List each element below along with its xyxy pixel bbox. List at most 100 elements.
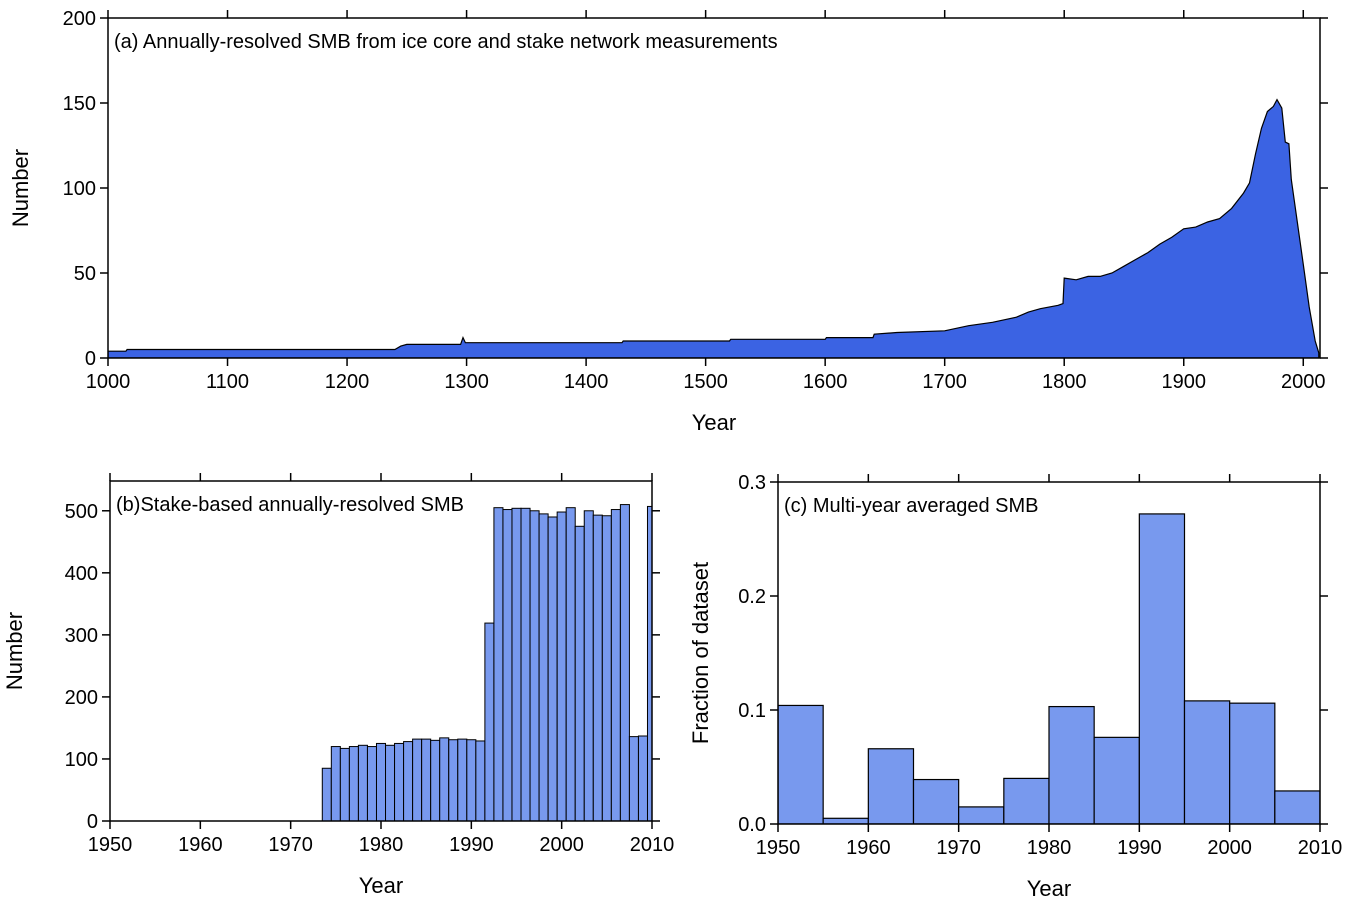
x-tick-label: 1970 xyxy=(268,834,313,856)
x-tick-label: 1800 xyxy=(1042,371,1087,393)
x-tick-label: 2010 xyxy=(1298,837,1343,859)
bar xyxy=(448,739,459,821)
bar xyxy=(646,505,652,821)
plot xyxy=(108,98,1320,358)
y-tick-label: 0.2 xyxy=(738,586,766,608)
bar xyxy=(430,739,441,821)
bar xyxy=(403,741,414,821)
bar xyxy=(1138,513,1186,824)
bar xyxy=(1274,790,1320,824)
bar xyxy=(412,738,423,821)
bar xyxy=(1183,700,1231,824)
bar xyxy=(466,739,477,821)
x-tick-label: 1300 xyxy=(444,371,489,393)
y-tick-label: 0.1 xyxy=(738,700,766,722)
x-tick-label: 2010 xyxy=(630,834,675,856)
bar xyxy=(375,742,387,821)
x-tick-label: 1980 xyxy=(1027,837,1072,859)
bar xyxy=(822,817,869,824)
bar xyxy=(339,747,350,821)
bar xyxy=(457,738,468,821)
y-tick-label: 400 xyxy=(65,563,98,585)
bar xyxy=(366,746,377,821)
panel: 1950 1960 1970 1980 1990 2000 2010 0 100 200 300 40… xyxy=(2,473,674,898)
y-tick-label: 100 xyxy=(63,178,96,200)
bar xyxy=(637,735,648,821)
bar xyxy=(484,622,495,821)
y-tick-label: 300 xyxy=(65,625,98,647)
bar xyxy=(556,511,567,821)
panel-title: (a) Annually-resolved SMB from ice core … xyxy=(114,31,778,53)
x-tick-label: 1900 xyxy=(1161,371,1206,393)
bar xyxy=(348,746,359,821)
x-tick-label: 1400 xyxy=(564,371,609,393)
x-axis-label: Year xyxy=(359,873,403,898)
bar xyxy=(1093,736,1140,824)
bar xyxy=(610,509,621,821)
x-tick-label: 1950 xyxy=(756,837,801,859)
bar xyxy=(583,510,594,821)
bar xyxy=(619,504,630,821)
bar xyxy=(867,748,915,824)
y-tick-label: 200 xyxy=(63,8,96,30)
bar xyxy=(529,510,540,821)
x-axis-label: Year xyxy=(1027,876,1071,901)
panel-title: (c) Multi-year averaged SMB xyxy=(784,495,1039,517)
x-tick-label: 1980 xyxy=(359,834,404,856)
bar xyxy=(574,525,585,821)
y-tick-label: 0.0 xyxy=(738,814,766,836)
bar xyxy=(520,507,531,821)
bar xyxy=(538,513,549,821)
x-tick-label: 1990 xyxy=(1117,837,1162,859)
x-tick-label: 2000 xyxy=(1207,837,1252,859)
y-tick-label: 200 xyxy=(65,687,98,709)
y-tick-label: 500 xyxy=(65,501,98,523)
y-tick-label: 0 xyxy=(85,348,96,370)
bar xyxy=(357,744,368,821)
bar xyxy=(912,778,960,824)
panel: 1000 1100 1200 1300 1400 1500 1600 1700 1800 1900… xyxy=(8,8,1328,435)
bar xyxy=(439,737,450,821)
y-axis-label: Fraction of dataset xyxy=(688,562,713,744)
bar xyxy=(565,507,576,821)
bar xyxy=(321,767,332,821)
bar xyxy=(628,736,639,821)
panel: 1950 1960 1970 1980 1990 2000 2010 0.0 0.1 0.2 0.3… xyxy=(688,472,1342,901)
x-tick-label: 2000 xyxy=(1281,371,1326,393)
plot xyxy=(321,504,652,821)
x-tick-label: 1970 xyxy=(936,837,981,859)
y-tick-label: 150 xyxy=(63,93,96,115)
bar xyxy=(511,507,522,821)
bar xyxy=(385,744,396,821)
bar xyxy=(958,806,1005,824)
x-tick-label: 1960 xyxy=(846,837,891,859)
x-axis-label: Year xyxy=(692,410,736,435)
bar xyxy=(475,740,486,821)
x-tick-label: 2000 xyxy=(539,834,584,856)
x-tick-label: 1960 xyxy=(178,834,223,856)
y-axis-label: Number xyxy=(2,612,27,690)
y-tick-label: 50 xyxy=(74,263,96,285)
x-tick-label: 1990 xyxy=(449,834,494,856)
bar xyxy=(592,514,603,821)
bar xyxy=(1003,777,1050,824)
bar xyxy=(601,515,612,821)
bar xyxy=(502,509,513,821)
plot xyxy=(778,513,1320,824)
y-tick-label: 100 xyxy=(65,749,98,771)
x-tick-label: 1500 xyxy=(683,371,728,393)
panel-title: (b)Stake-based annually-resolved SMB xyxy=(116,494,464,516)
x-tick-label: 1100 xyxy=(206,371,249,393)
bar xyxy=(1048,705,1095,824)
x-tick-label: 1000 xyxy=(86,371,131,393)
bar xyxy=(394,742,405,821)
x-tick-label: 1950 xyxy=(88,834,133,856)
bar xyxy=(547,516,558,821)
x-tick-label: 1200 xyxy=(325,371,370,393)
x-tick-label: 1700 xyxy=(922,371,967,393)
bar xyxy=(421,738,432,821)
y-tick-label: 0.3 xyxy=(738,472,766,494)
y-axis-label: Number xyxy=(8,149,33,227)
area xyxy=(108,98,1320,358)
